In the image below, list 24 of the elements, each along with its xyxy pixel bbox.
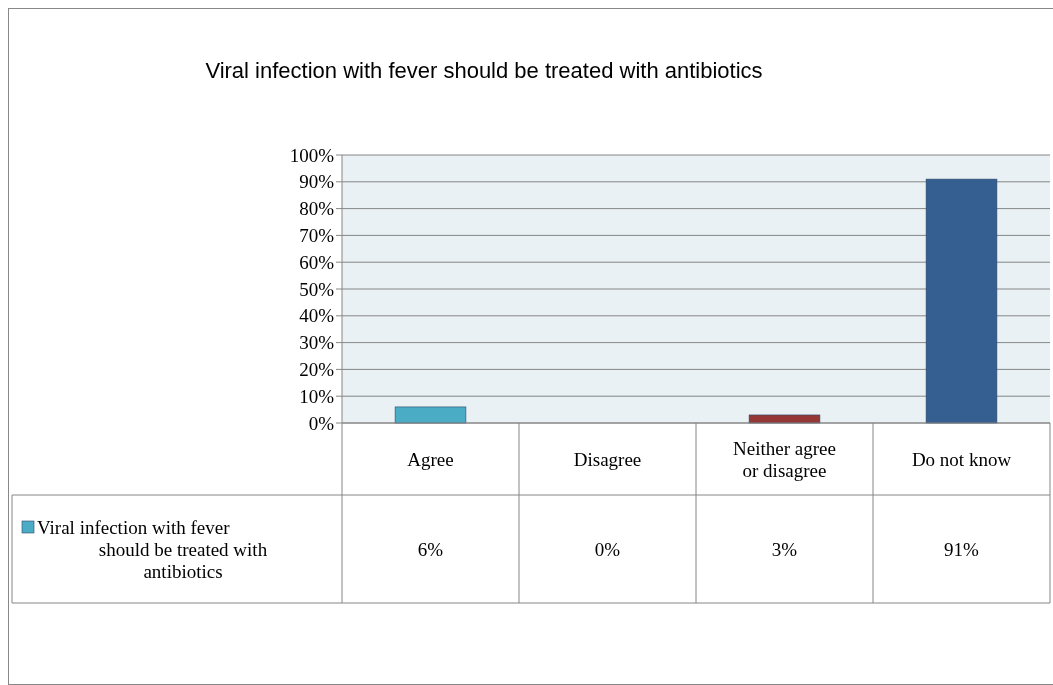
y-tick-label: 0% <box>308 412 335 434</box>
y-tick-label: 40% <box>299 305 335 327</box>
x-tick-label: Neither agree or disagree <box>733 437 836 481</box>
y-tick-label: 20% <box>299 359 335 381</box>
data-label: 0% <box>594 538 621 560</box>
y-tick-label: 100% <box>289 144 335 166</box>
y-tick-label: 70% <box>299 225 335 247</box>
y-tick-label: 10% <box>299 385 335 407</box>
legend-label: Viral infection with fever should be treated with antibiotics <box>37 516 268 582</box>
bar <box>394 406 467 424</box>
x-tick-label: Do not know <box>911 448 1012 470</box>
y-tick-label: 60% <box>299 251 335 273</box>
data-label: 3% <box>771 538 798 560</box>
y-tick-label: 50% <box>299 278 335 300</box>
y-tick-label: 90% <box>299 171 335 193</box>
bar <box>925 178 998 424</box>
data-label: 6% <box>417 538 444 560</box>
x-tick-label: Agree <box>407 448 454 470</box>
bar <box>748 414 821 424</box>
x-tick-label: Disagree <box>573 448 642 470</box>
data-label: 91% <box>944 538 980 560</box>
y-tick-label: 30% <box>299 332 335 354</box>
chart-title: Viral infection with fever should be treated with antibiotics <box>205 58 763 83</box>
y-tick-label: 80% <box>299 198 335 220</box>
